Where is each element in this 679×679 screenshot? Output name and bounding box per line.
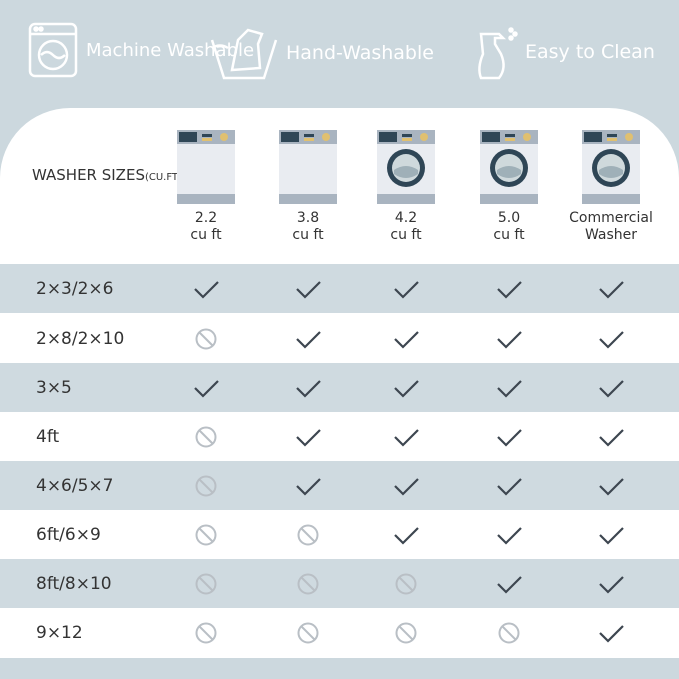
check-icon [191, 373, 221, 403]
check-icon [391, 274, 421, 304]
feature-machine-washable: Machine Washable [28, 22, 254, 78]
column-line2: cu ft [390, 227, 422, 243]
column-header: 2.2 cu ft [156, 130, 256, 244]
check-icon [494, 373, 524, 403]
front-load-washer-icon [480, 130, 538, 204]
row-label: 8ft/8×10 [36, 573, 112, 594]
prohibited-icon [191, 324, 221, 354]
check-icon [494, 422, 524, 452]
bottom-band [0, 658, 679, 679]
prohibited-icon [293, 618, 323, 648]
column-line1: Commercial [569, 210, 653, 226]
prohibited-icon [191, 520, 221, 550]
row-label: 3×5 [36, 377, 72, 398]
check-icon [596, 274, 626, 304]
table-row: 2×8/2×10 [0, 314, 679, 363]
feature-label: Machine Washable [86, 39, 255, 61]
front-load-washer-icon [582, 130, 640, 204]
prohibited-icon [191, 422, 221, 452]
prohibited-icon [293, 569, 323, 599]
column-line2: Washer [584, 227, 638, 243]
column-line1: 2.2 [194, 210, 218, 226]
check-icon [293, 373, 323, 403]
column-header: Commercial Washer [561, 130, 661, 244]
prohibited-icon [494, 618, 524, 648]
table-row: 3×5 [0, 363, 679, 412]
column-line1: 3.8 [296, 210, 320, 226]
check-icon [596, 471, 626, 501]
prohibited-icon [191, 569, 221, 599]
check-icon [293, 274, 323, 304]
column-line2: cu ft [292, 227, 324, 243]
table-row: 2×3/2×6 [0, 264, 679, 313]
column-line1: 5.0 [497, 210, 521, 226]
check-icon [596, 422, 626, 452]
check-icon [596, 618, 626, 648]
feature-label: Hand-Washable [286, 41, 434, 64]
column-line2: cu ft [190, 227, 222, 243]
column-header: 5.0 cu ft [459, 130, 559, 244]
row-label: 2×3/2×6 [36, 278, 114, 299]
check-icon [293, 471, 323, 501]
front-load-washer-icon [377, 130, 435, 204]
column-line1: 4.2 [394, 210, 418, 226]
table-row: 4ft [0, 412, 679, 461]
table-row: 8ft/8×10 [0, 559, 679, 608]
check-icon [494, 569, 524, 599]
prohibited-icon [191, 471, 221, 501]
prohibited-icon [391, 618, 421, 648]
washer-sizes-header: WASHER SIZES(CU.FT.) [32, 163, 184, 190]
row-label: 6ft/6×9 [36, 524, 101, 545]
check-icon [596, 520, 626, 550]
check-icon [596, 569, 626, 599]
table-row: 6ft/6×9 [0, 510, 679, 559]
check-icon [391, 324, 421, 354]
check-icon [391, 520, 421, 550]
check-icon [191, 274, 221, 304]
row-label: 9×12 [36, 622, 83, 643]
column-line2: cu ft [493, 227, 525, 243]
check-icon [391, 373, 421, 403]
check-icon [494, 324, 524, 354]
row-label: 4ft [36, 426, 60, 447]
top-panel-washer-icon [177, 130, 235, 204]
check-icon [293, 324, 323, 354]
check-icon [494, 520, 524, 550]
feature-label: Easy to Clean [525, 40, 655, 63]
header-label: WASHER SIZES [32, 166, 145, 184]
feature-hand-washable: Hand-Washable [210, 26, 434, 80]
column-header: 3.8 cu ft [258, 130, 358, 244]
column-header: 4.2 cu ft [356, 130, 456, 244]
top-panel-washer-icon [279, 130, 337, 204]
spray-bottle-icon [478, 27, 518, 80]
row-label: 4×6/5×7 [36, 475, 114, 496]
check-icon [391, 422, 421, 452]
check-icon [596, 324, 626, 354]
hand-wash-icon [210, 28, 278, 80]
check-icon [391, 471, 421, 501]
prohibited-icon [391, 569, 421, 599]
washing-machine-icon [28, 22, 78, 78]
feature-easy-to-clean: Easy to Clean [475, 24, 655, 80]
row-label: 2×8/2×10 [36, 328, 125, 349]
prohibited-icon [293, 520, 323, 550]
table-row: 9×12 [0, 608, 679, 657]
header-unit: (CU.FT.) [144, 172, 184, 183]
check-icon [494, 471, 524, 501]
table-row: 4×6/5×7 [0, 461, 679, 510]
check-icon [596, 373, 626, 403]
check-icon [494, 274, 524, 304]
check-icon [293, 422, 323, 452]
prohibited-icon [191, 618, 221, 648]
